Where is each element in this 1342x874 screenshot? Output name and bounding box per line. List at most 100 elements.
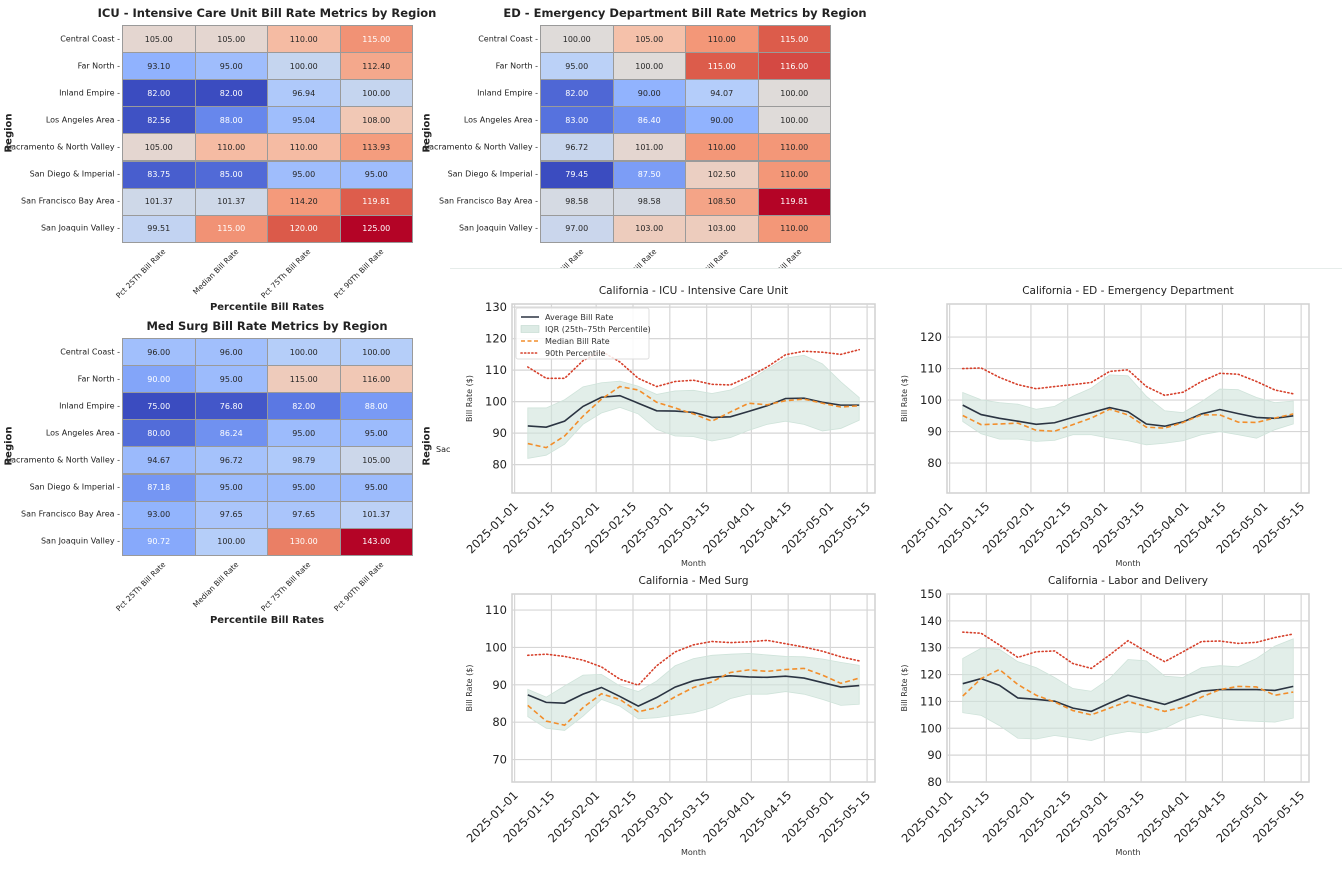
heatmap-cell: 96.00 <box>194 338 268 367</box>
line-chart: 2025-01-012025-01-152025-02-012025-02-15… <box>899 575 1310 857</box>
legend-label: Average Bill Rate <box>545 313 614 322</box>
heatmap-cell: 96.00 <box>122 338 196 367</box>
heatmap-column-label: Median Bill Rate <box>190 559 241 610</box>
heatmap-cell: 98.58 <box>612 187 686 216</box>
heatmap-column-label: Pct 75Th Bill Rate <box>259 559 313 613</box>
median-line <box>962 408 1294 433</box>
heatmap-cell: 105.00 <box>122 25 196 54</box>
heatmap-cell: 130.00 <box>267 527 341 556</box>
heatmap-cell: 115.00 <box>267 365 341 394</box>
x-axis-label: Month <box>1115 559 1140 568</box>
heatmap-cell: 95.04 <box>267 106 341 135</box>
heatmap-cell: 110.00 <box>267 133 341 162</box>
y-tick-label: 120 <box>485 332 507 346</box>
heatmap-cell: 97.00 <box>540 214 614 243</box>
heatmap-cell: 108.50 <box>685 187 759 216</box>
y-axis-label: Bill Rate ($) <box>465 665 474 712</box>
heatmap-cell: 94.67 <box>122 446 196 475</box>
y-tick-label: 110 <box>485 363 507 377</box>
heatmap-row-label: Central Coast <box>60 34 120 43</box>
heatmap-cell: 119.81 <box>339 187 413 216</box>
heatmap-cell: 79.45 <box>540 160 614 189</box>
heatmap-cell: 115.00 <box>339 25 413 54</box>
heatmap-cell: 75.00 <box>122 392 196 421</box>
heatmap-cell: 95.00 <box>339 473 413 502</box>
heatmap-cell: 100.00 <box>339 79 413 108</box>
y-tick-label: 80 <box>492 458 507 472</box>
heatmap-cell: 88.00 <box>194 106 268 135</box>
heatmap-xlabel: Percentile Bill Rates <box>209 301 325 313</box>
heatmap-cell: 98.79 <box>267 446 341 475</box>
heatmap-cell: 100.00 <box>339 338 413 367</box>
y-tick-label: 100 <box>485 395 507 409</box>
heatmap-cell: 110.00 <box>267 25 341 54</box>
y-tick-label: 80 <box>492 715 507 729</box>
heatmap-cell: 83.00 <box>540 106 614 135</box>
line-chart: 2025-01-012025-01-152025-02-012025-02-15… <box>899 285 1310 568</box>
average-line <box>962 404 1294 428</box>
heatmap-cell: 90.00 <box>685 106 759 135</box>
chart-title: California - ED - Emergency Department <box>1022 285 1234 297</box>
median-line <box>962 668 1294 716</box>
heatmap-cell: 105.00 <box>612 25 686 54</box>
p90-line <box>526 639 861 687</box>
heatmap-row-label: San Joaquin Valley <box>41 224 120 233</box>
y-tick-label: 100 <box>920 721 942 735</box>
y-tick-label: 80 <box>927 775 942 789</box>
heatmap-cell: 94.07 <box>685 79 759 108</box>
hidden-heatmap-row-label: Sac <box>436 445 451 454</box>
heatmap-row-label: San Francisco Bay Area <box>21 197 120 206</box>
heatmap-cell: 100.00 <box>267 52 341 81</box>
heatmap-cell: 103.00 <box>685 214 759 243</box>
heatmap-cell: 87.18 <box>122 473 196 502</box>
p90-line <box>526 348 861 388</box>
y-tick-label: 100 <box>920 393 942 407</box>
heatmap-cell: 100.00 <box>540 25 614 54</box>
heatmap-column-label: Pct 90Th Bill Rate <box>331 559 386 613</box>
line-charts-panel: 2025-01-01 2025-01-15 2025-02-01 2025-02-15… <box>450 268 1342 874</box>
heatmap-cell: 90.72 <box>122 527 196 556</box>
heatmap-cell: 98.58 <box>540 187 614 216</box>
p90-line <box>961 631 1295 670</box>
heatmap-cell: 101.37 <box>194 187 268 216</box>
heatmap-row-label: San Francisco Bay Area <box>439 197 538 206</box>
y-tick-label: 120 <box>920 330 942 344</box>
heatmap-cell: 103.00 <box>612 214 686 243</box>
heatmap-cell: 112.40 <box>339 52 413 81</box>
heatmap-cell: 102.50 <box>685 160 759 189</box>
heatmap-cell: 95.00 <box>339 419 413 448</box>
heatmap-row-label: San Diego & Imperial <box>30 170 120 179</box>
y-tick-label: 100 <box>485 640 507 654</box>
heatmap-cell: 105.00 <box>194 25 268 54</box>
hidden-heatmap-ylabel: Region <box>421 426 433 466</box>
heatmap-cell: 100.00 <box>612 52 686 81</box>
y-axis-label: Bill Rate ($) <box>900 665 909 712</box>
heatmap-title: ICU - Intensive Care Unit Bill Rate Metr… <box>97 6 437 20</box>
heatmap-title: Med Surg Bill Rate Metrics by Region <box>146 319 388 333</box>
heatmap-cell: 100.00 <box>194 527 268 556</box>
heatmap-cell: 99.51 <box>122 214 196 243</box>
heatmap-row-label: San Joaquin Valley <box>41 537 120 546</box>
y-tick-label: 140 <box>920 614 942 628</box>
x-axis-label: Month <box>681 848 706 857</box>
heatmap-row-label: Central Coast <box>60 347 120 356</box>
heatmap-cell: 82.00 <box>540 79 614 108</box>
y-tick-label: 110 <box>485 603 507 617</box>
y-tick-label: 90 <box>927 748 942 762</box>
y-tick-label: 130 <box>485 300 507 314</box>
heatmap-cell: 95.00 <box>194 52 268 81</box>
heatmap-cell: 82.00 <box>194 79 268 108</box>
line-charts-svg: 2025-01-012025-01-152025-02-012025-02-15… <box>464 285 1310 857</box>
heatmap-row-label: Sacramento & North Valley <box>6 142 120 151</box>
iqr-band <box>962 638 1294 742</box>
heatmap-cell: 97.65 <box>267 500 341 529</box>
heatmap-cell: 113.93 <box>339 133 413 162</box>
heatmap-cell: 82.56 <box>122 106 196 135</box>
heatmap-cell: 80.00 <box>122 419 196 448</box>
heatmap-column-label: Pct 25Th Bill Rate <box>114 559 168 613</box>
heatmap-cell: 83.75 <box>122 160 196 189</box>
chart-title: California - Med Surg <box>639 575 749 587</box>
heatmap-column-label: Median Bill Rate <box>190 246 241 297</box>
heatmap-cell: 90.00 <box>612 79 686 108</box>
heatmap-cell: 115.00 <box>757 25 831 54</box>
